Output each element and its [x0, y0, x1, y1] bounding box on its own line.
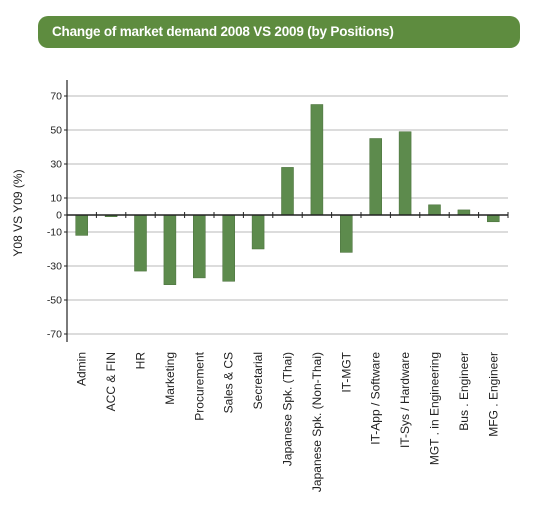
y-tick-label: -50	[47, 295, 62, 307]
x-category-label: Sales & CS	[222, 352, 236, 413]
bar	[251, 214, 265, 250]
bar	[281, 167, 294, 216]
x-category-labels: Admin ACC & FIN HR Marketing Procurement Sale…	[75, 351, 501, 492]
x-category-label: IT-Sys / Hardware	[398, 352, 412, 448]
y-tick-label: 70	[50, 91, 62, 103]
bars	[75, 104, 500, 285]
x-category-label: Japanese Spk. (Non-Thai)	[310, 352, 324, 492]
x-category-label: MFG . Engineer	[486, 352, 500, 437]
x-category-label: Procurement	[192, 351, 206, 420]
bar	[428, 204, 441, 216]
bar	[193, 214, 206, 279]
y-tick-label: -30	[47, 261, 62, 273]
bar	[222, 214, 235, 282]
x-category-label: IT-App / Software	[369, 352, 383, 445]
bar	[340, 214, 353, 253]
bar	[398, 131, 412, 216]
bar	[487, 214, 500, 223]
bar	[163, 214, 177, 285]
chart-title: Change of market demand 2008 VS 2009 (by…	[38, 16, 520, 48]
x-category-label: IT-MGT	[339, 351, 353, 392]
y-axis-title: Y08 VS Y09 (%)	[11, 169, 25, 256]
x-category-label: ACC & FIN	[104, 352, 118, 411]
y-tick-label: 0	[56, 210, 62, 222]
y-tick-labels: 70 50 30 10 0 -10 -30 -50 -70	[47, 91, 62, 341]
bar	[134, 214, 147, 272]
bar	[310, 104, 324, 216]
y-tick-label: -10	[47, 227, 62, 239]
bar	[457, 209, 471, 216]
bar	[75, 214, 88, 236]
y-tick-label: -70	[47, 329, 62, 341]
x-category-label: Marketing	[163, 352, 177, 405]
x-category-label: HR	[134, 352, 148, 370]
y-tick-label: 50	[50, 125, 62, 137]
axes	[64, 80, 509, 342]
bar	[369, 138, 382, 216]
y-tick-label: 30	[50, 159, 62, 171]
x-category-label: Japanese Spk. (Thai)	[281, 352, 295, 466]
x-category-label: MGT . in Engineering	[428, 352, 442, 465]
x-category-label: Admin	[75, 352, 89, 386]
y-tick-label: 10	[50, 193, 62, 205]
x-category-label: Secretarial	[251, 352, 265, 409]
x-category-label: Bus . Engineer	[457, 352, 471, 431]
